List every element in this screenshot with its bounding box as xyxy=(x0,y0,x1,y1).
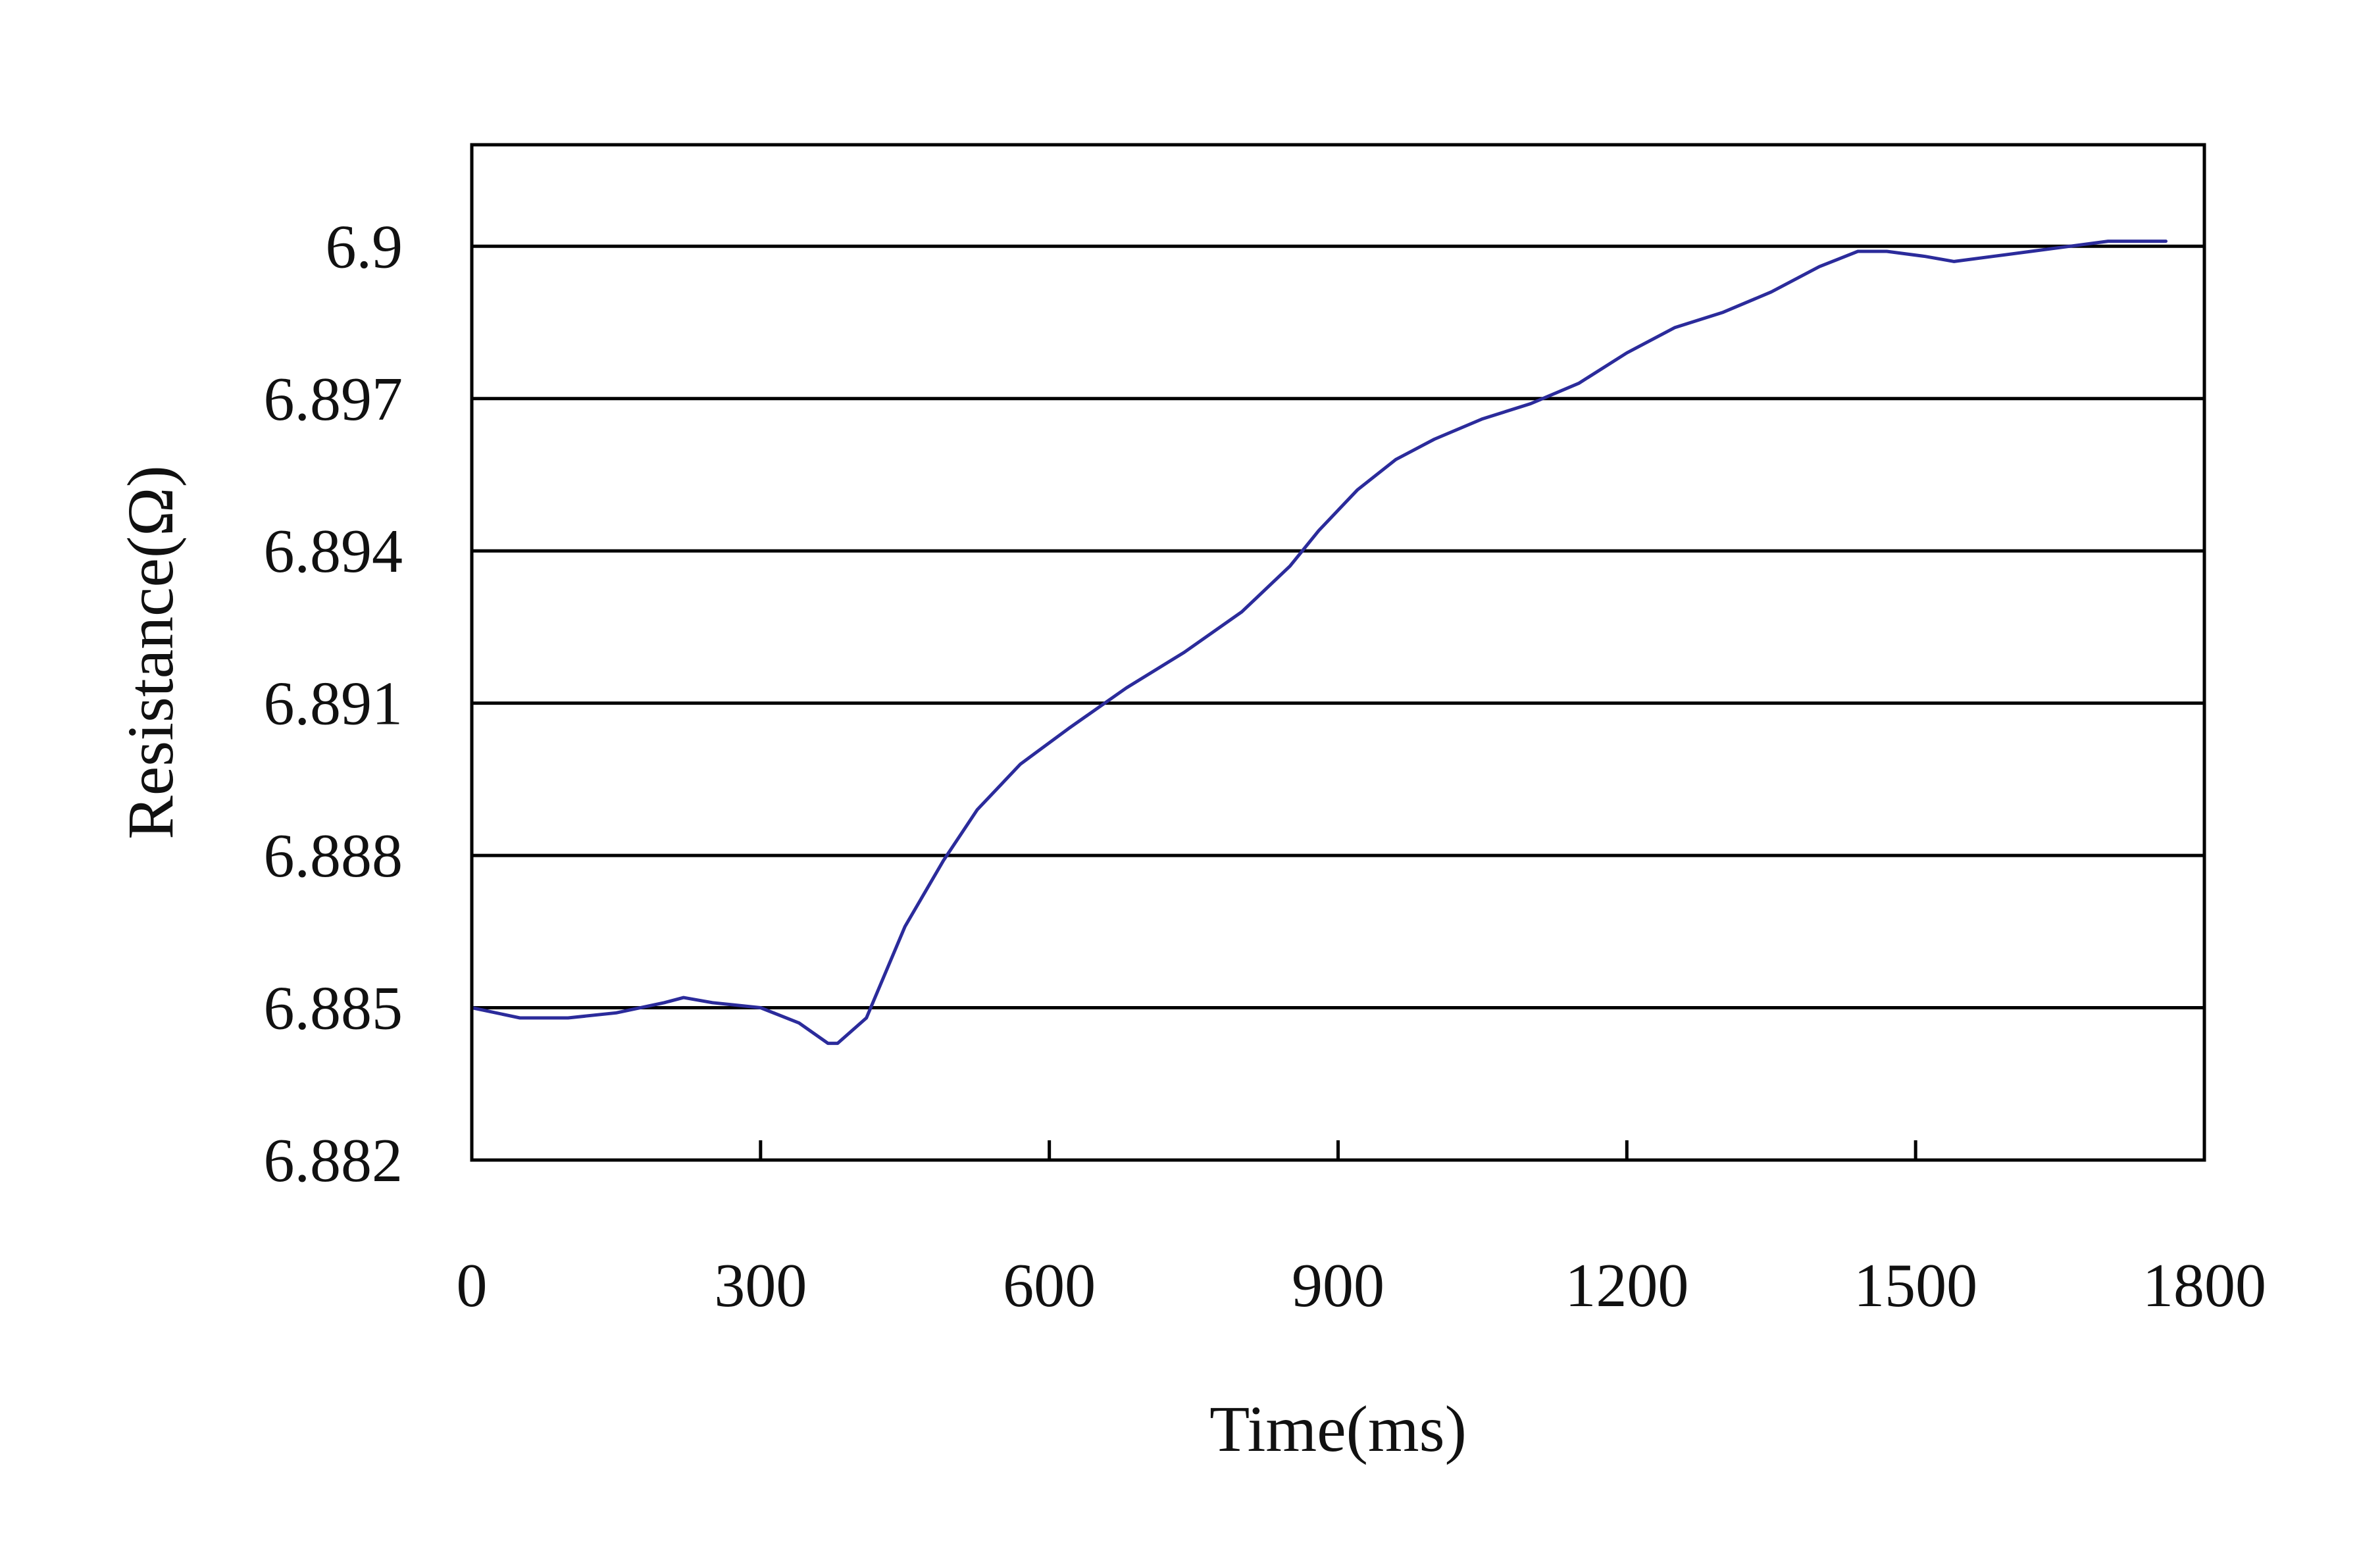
x-axis-title: Time(ms) xyxy=(1209,1392,1467,1465)
series-line xyxy=(470,240,2168,1046)
plot-area-frame xyxy=(470,143,2206,1162)
x-tick-label: 1200 xyxy=(1565,1252,1688,1320)
x-tick-label: 900 xyxy=(1292,1252,1384,1320)
x-tick-label: 600 xyxy=(1003,1252,1096,1320)
y-axis-title: Resistance(Ω) xyxy=(114,465,187,840)
y-tick-label: 6.9 xyxy=(326,213,403,281)
x-axis-tick-labels: 0 300 600 900 1200 1500 1800 xyxy=(457,1252,2267,1320)
x-tick-label: 1500 xyxy=(1854,1252,1977,1320)
y-tick-label: 6.897 xyxy=(264,365,403,434)
y-tick-label: 6.882 xyxy=(264,1126,403,1195)
y-tick-label: 6.891 xyxy=(264,670,403,738)
y-tick-label: 6.894 xyxy=(264,517,403,586)
x-tick-label: 0 xyxy=(457,1252,488,1320)
x-tick-label: 1800 xyxy=(2143,1252,2266,1320)
y-tick-label: 6.885 xyxy=(264,974,403,1043)
y-tick-label: 6.888 xyxy=(264,822,403,890)
x-tick-label: 300 xyxy=(714,1252,807,1320)
y-axis-tick-labels: 6.882 6.885 6.888 6.891 6.894 6.897 6.9 xyxy=(264,213,403,1195)
series-layer xyxy=(470,240,2168,1046)
